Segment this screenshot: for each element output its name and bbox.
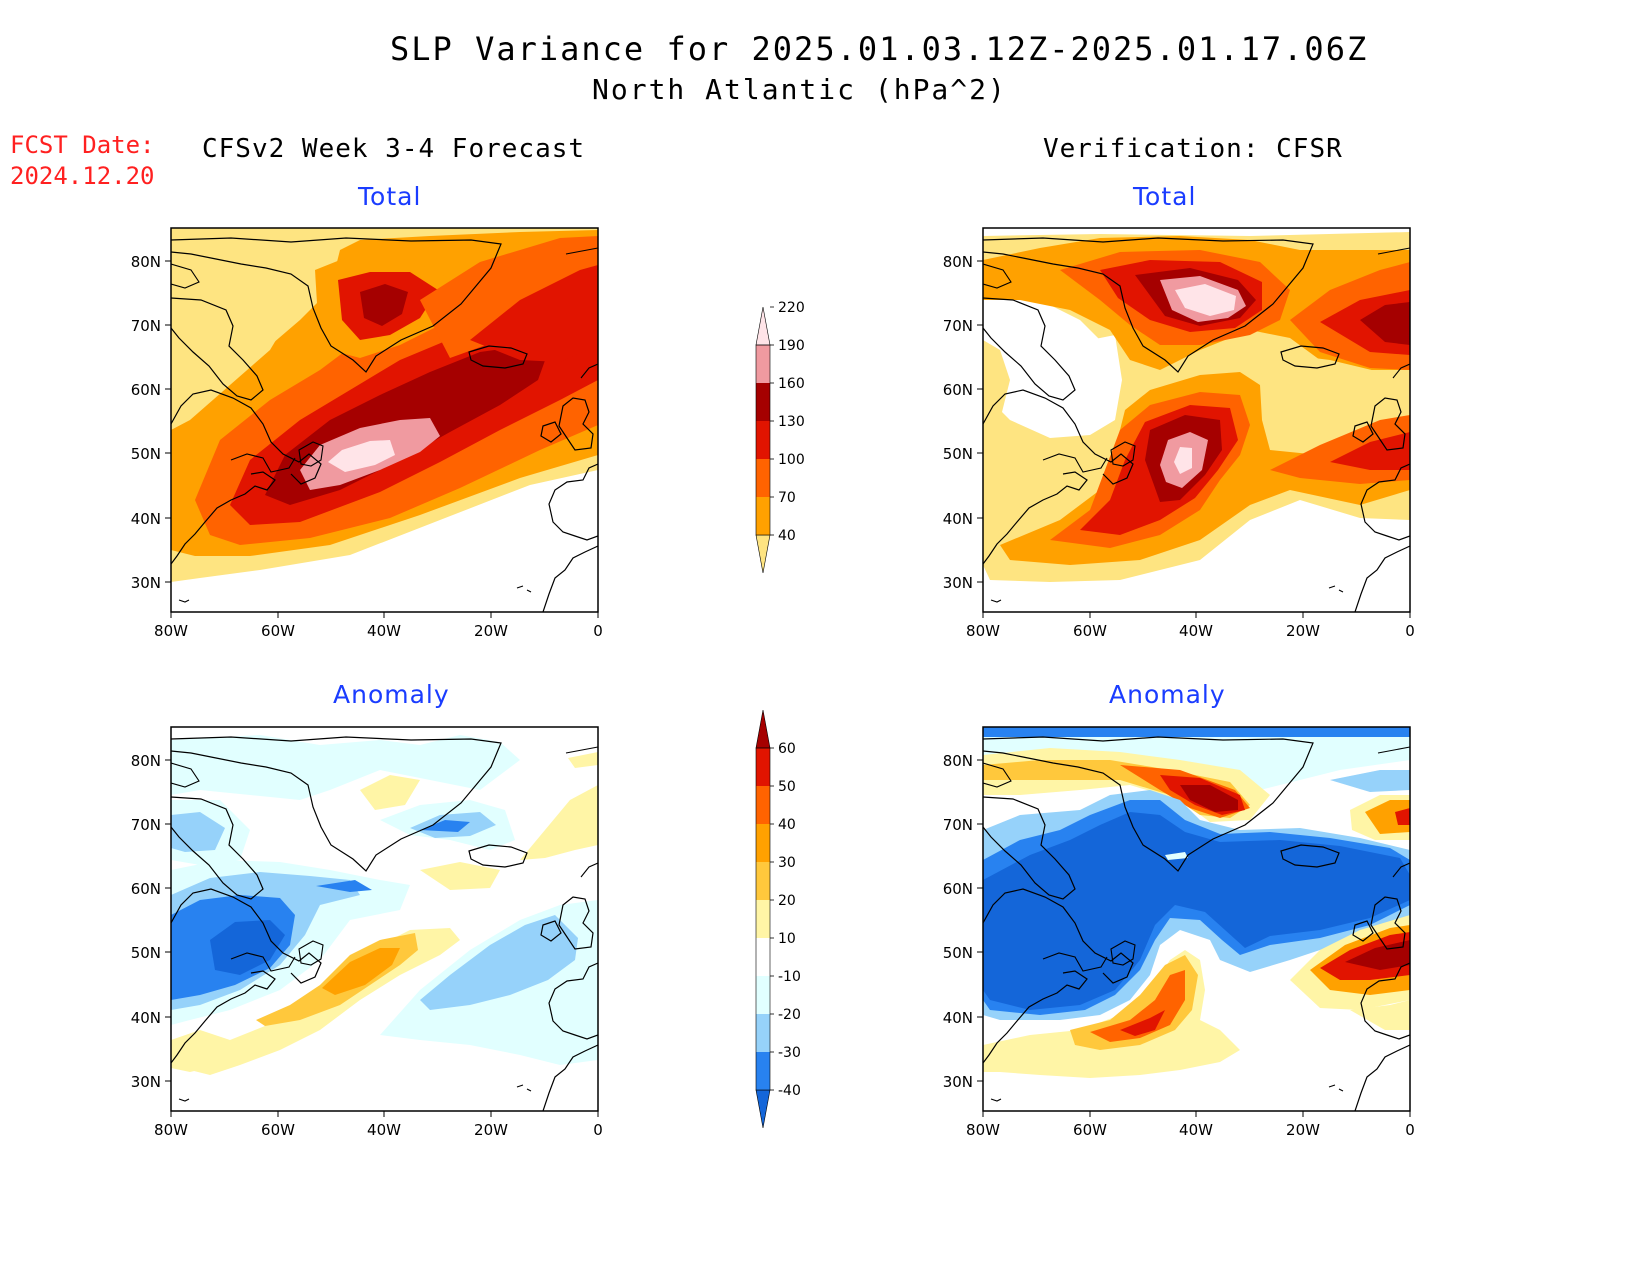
lat-tick-label: 70N [943, 816, 973, 834]
column-title-forecast: CFSv2 Week 3-4 Forecast [202, 134, 586, 164]
lat-tick-label: 40N [943, 1009, 973, 1027]
fcst-date-value: 2024.12.20 [10, 162, 155, 190]
lon-tick-label: 20W [1286, 1121, 1320, 1139]
lat-tick-label: 50N [131, 445, 161, 463]
colorbar-label: -30 [778, 1045, 801, 1061]
colorbar-swatch [756, 1014, 770, 1052]
lon-tick-label: 40W [1179, 1121, 1213, 1139]
colorbar-anomaly: -40 -30 -20 -10 10 20 30 40 50 60 [755, 709, 801, 1129]
lon-tick-label: 20W [1286, 622, 1320, 640]
colorbar-swatch [756, 459, 770, 497]
lat-tick-label: 60N [943, 381, 973, 399]
verification-total-map [976, 227, 1411, 619]
lon-tick-label: 60W [261, 1121, 295, 1139]
lat-tick-label: 40N [131, 510, 161, 528]
colorbar-label: -10 [778, 969, 801, 985]
colorbar-label: 10 [778, 931, 796, 947]
colorbar-label: 40 [778, 817, 796, 833]
lon-tick-label: 60W [1073, 1121, 1107, 1139]
lat-tick-label: 50N [131, 944, 161, 962]
colorbar-label: 220 [778, 300, 805, 316]
lon-tick-label: 80W [154, 622, 188, 640]
colorbar-swatch [756, 1052, 770, 1090]
colorbar-swatch [755, 709, 771, 749]
map-title: SLP Variance for 2025.01.03.12Z-2025.01.… [390, 30, 1369, 68]
lat-tick-label: 80N [943, 253, 973, 271]
fcst-date-label: FCST Date: [10, 131, 155, 159]
lon-tick-label: 80W [966, 1121, 1000, 1139]
colorbar-swatch [756, 938, 770, 976]
colorbar-swatch [756, 824, 770, 862]
colorbar-swatch [755, 534, 771, 574]
colorbar-swatch [756, 748, 770, 786]
forecast-anomaly-map [164, 726, 599, 1118]
lon-tick-label: 60W [261, 622, 295, 640]
colorbar-label: 70 [778, 490, 796, 506]
colorbar-label: 20 [778, 893, 796, 909]
colorbar-swatch [756, 345, 770, 383]
lon-tick-label: 20W [474, 622, 508, 640]
lat-tick-label: 80N [131, 752, 161, 770]
lat-tick-label: 70N [131, 317, 161, 335]
lon-tick-label: 60W [1073, 622, 1107, 640]
panel-title-verification-anomaly: Anomaly [1109, 680, 1226, 709]
lon-tick-label: 0 [1405, 1121, 1415, 1139]
lon-tick-label: 80W [154, 1121, 188, 1139]
lat-tick-label: 40N [131, 1009, 161, 1027]
lat-tick-label: 30N [943, 574, 973, 592]
colorbar-swatch [756, 900, 770, 938]
colorbar-total: 40 70 100 130 160 190 220 [755, 300, 805, 574]
lat-tick-label: 70N [943, 317, 973, 335]
lat-tick-label: 50N [943, 944, 973, 962]
lat-tick-label: 50N [943, 445, 973, 463]
colorbar-swatch [756, 421, 770, 459]
lat-tick-label: 70N [131, 816, 161, 834]
lat-tick-label: 30N [131, 574, 161, 592]
lon-tick-label: 0 [1405, 622, 1415, 640]
lon-tick-label: 40W [367, 1121, 401, 1139]
map-subtitle: North Atlantic (hPa^2) [592, 73, 1007, 106]
colorbar-label: 50 [778, 779, 796, 795]
colorbar-swatch [756, 862, 770, 900]
colorbar-label: 190 [778, 338, 805, 354]
lat-tick-label: 80N [131, 253, 161, 271]
lon-tick-label: 40W [1179, 622, 1213, 640]
colorbar-swatch [756, 383, 770, 421]
colorbar-swatch [756, 786, 770, 824]
lat-tick-label: 30N [943, 1073, 973, 1091]
panel-title-forecast-total: Total [358, 182, 422, 211]
lat-tick-label: 60N [131, 880, 161, 898]
lat-tick-label: 60N [131, 381, 161, 399]
colorbar-swatch [756, 497, 770, 535]
lat-tick-label: 80N [943, 752, 973, 770]
colorbar-label: 160 [778, 376, 805, 392]
verification-anomaly-map [976, 726, 1411, 1118]
colorbar-label: 40 [778, 528, 796, 544]
colorbar-label: 30 [778, 855, 796, 871]
colorbar-swatch [755, 1089, 771, 1129]
lat-tick-label: 60N [943, 880, 973, 898]
axis-labels: 80N 70N 60N 50N 40N 30N 80W 60W 40W 20W 0 80N 70N 60N… [131, 253, 1415, 1139]
colorbar-label: -20 [778, 1007, 801, 1023]
column-title-verification: Verification: CFSR [1043, 134, 1343, 164]
panel-title-verification-total: Total [1133, 182, 1197, 211]
colorbar-label: 130 [778, 414, 805, 430]
lat-tick-label: 30N [131, 1073, 161, 1091]
lon-tick-label: 40W [367, 622, 401, 640]
colorbar-label: 60 [778, 741, 796, 757]
lon-tick-label: 0 [593, 1121, 603, 1139]
lon-tick-label: 20W [474, 1121, 508, 1139]
colorbar-swatch [755, 306, 771, 346]
colorbar-label: 100 [778, 452, 805, 468]
forecast-total-map [164, 227, 599, 619]
lat-tick-label: 40N [943, 510, 973, 528]
colorbar-swatch [756, 976, 770, 1014]
lon-tick-label: 80W [966, 622, 1000, 640]
panel-title-forecast-anomaly: Anomaly [333, 680, 450, 709]
lon-tick-label: 0 [593, 622, 603, 640]
colorbar-label: -40 [778, 1083, 801, 1099]
